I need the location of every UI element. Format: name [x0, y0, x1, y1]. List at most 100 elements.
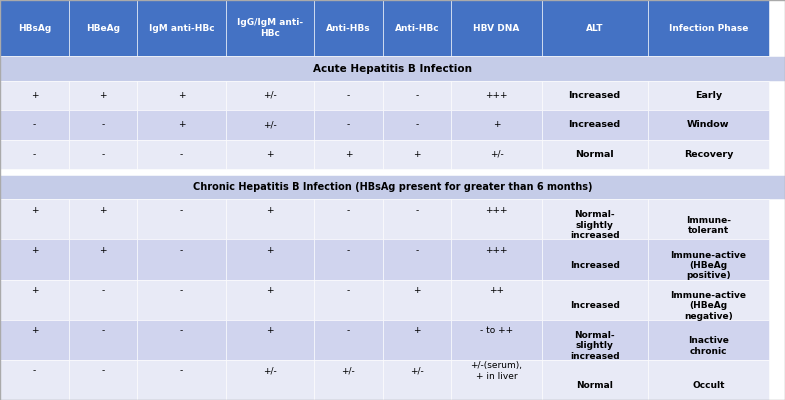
Text: +: + — [266, 150, 274, 159]
Text: Increased: Increased — [568, 91, 621, 100]
Text: +: + — [31, 206, 38, 215]
Bar — [383, 0, 451, 56]
Bar — [542, 81, 648, 110]
Bar — [542, 240, 648, 280]
Bar — [648, 0, 769, 56]
Bar — [451, 81, 542, 110]
Bar — [542, 280, 648, 320]
Text: +/-(serum),
+ in liver: +/-(serum), + in liver — [470, 361, 523, 381]
Text: Early: Early — [695, 91, 722, 100]
Text: +: + — [266, 206, 274, 215]
Bar — [69, 0, 137, 56]
Text: -: - — [33, 120, 36, 129]
Bar — [69, 360, 137, 400]
Bar — [648, 110, 769, 140]
Bar — [225, 280, 314, 320]
Bar — [0, 56, 785, 81]
Text: -: - — [180, 246, 183, 255]
Bar — [0, 175, 785, 199]
Text: -: - — [101, 150, 104, 159]
Text: -: - — [347, 286, 350, 295]
Bar — [542, 110, 648, 140]
Text: Chronic Hepatitis B Infection (HBsAg present for greater than 6 months): Chronic Hepatitis B Infection (HBsAg pre… — [193, 182, 592, 192]
Text: -: - — [415, 120, 418, 129]
Bar — [137, 110, 226, 140]
Bar — [225, 360, 314, 400]
Bar — [225, 199, 314, 240]
Bar — [225, 140, 314, 169]
Text: +: + — [177, 120, 185, 129]
Text: +/-: +/- — [263, 91, 277, 100]
Text: HBeAg: HBeAg — [86, 24, 120, 33]
Bar — [69, 240, 137, 280]
Text: -: - — [347, 326, 350, 336]
Text: Acute Hepatitis B Infection: Acute Hepatitis B Infection — [313, 64, 472, 74]
Text: +: + — [99, 206, 107, 215]
Text: +++: +++ — [485, 206, 508, 215]
Bar — [0, 110, 69, 140]
Text: Normal: Normal — [576, 382, 613, 390]
Bar — [451, 0, 542, 56]
Text: -: - — [180, 366, 183, 376]
Bar — [225, 320, 314, 360]
Bar — [69, 81, 137, 110]
Text: ALT: ALT — [586, 24, 604, 33]
Bar — [0, 320, 69, 360]
Text: -: - — [347, 206, 350, 215]
Text: +: + — [413, 326, 421, 336]
Bar — [137, 320, 226, 360]
Text: - to ++: - to ++ — [480, 326, 513, 336]
Bar — [383, 280, 451, 320]
Bar — [648, 360, 769, 400]
Text: Normal: Normal — [575, 150, 614, 159]
Text: Increased: Increased — [570, 261, 619, 270]
Text: IgG/IgM anti-
HBc: IgG/IgM anti- HBc — [237, 18, 303, 38]
Bar — [314, 320, 383, 360]
Text: +++: +++ — [485, 246, 508, 255]
Text: Normal-
slightly
increased: Normal- slightly increased — [570, 331, 619, 361]
Text: ++: ++ — [489, 286, 504, 295]
Text: +: + — [266, 246, 274, 255]
Bar — [648, 320, 769, 360]
Text: HBV DNA: HBV DNA — [473, 24, 520, 33]
Text: -: - — [33, 366, 36, 376]
Bar — [648, 81, 769, 110]
Text: -: - — [415, 91, 418, 100]
Bar — [314, 140, 383, 169]
Bar — [542, 140, 648, 169]
Text: -: - — [180, 286, 183, 295]
Bar — [451, 110, 542, 140]
Bar — [0, 360, 69, 400]
Bar — [648, 240, 769, 280]
Text: -: - — [347, 246, 350, 255]
Bar — [69, 280, 137, 320]
Bar — [451, 320, 542, 360]
Text: -: - — [101, 366, 104, 376]
Bar — [451, 140, 542, 169]
Bar — [451, 360, 542, 400]
Text: Infection Phase: Infection Phase — [669, 24, 748, 33]
Text: -: - — [180, 150, 183, 159]
Bar — [0, 240, 69, 280]
Bar — [383, 81, 451, 110]
Bar — [137, 360, 226, 400]
Text: +: + — [413, 286, 421, 295]
Bar — [137, 81, 226, 110]
Bar — [225, 240, 314, 280]
Text: +: + — [31, 326, 38, 336]
Text: HBsAg: HBsAg — [18, 24, 51, 33]
Bar — [0, 199, 69, 240]
Bar — [383, 320, 451, 360]
Text: -: - — [347, 91, 350, 100]
Text: Normal-
slightly
increased: Normal- slightly increased — [570, 210, 619, 240]
Bar — [314, 199, 383, 240]
Text: Increased: Increased — [570, 301, 619, 310]
Text: IgM anti-HBc: IgM anti-HBc — [148, 24, 214, 33]
Bar — [542, 0, 648, 56]
Bar — [314, 81, 383, 110]
Text: -: - — [101, 286, 104, 295]
Text: -: - — [415, 246, 418, 255]
Text: +: + — [493, 120, 500, 129]
Text: Occult: Occult — [692, 382, 725, 390]
Text: Recovery: Recovery — [684, 150, 733, 159]
